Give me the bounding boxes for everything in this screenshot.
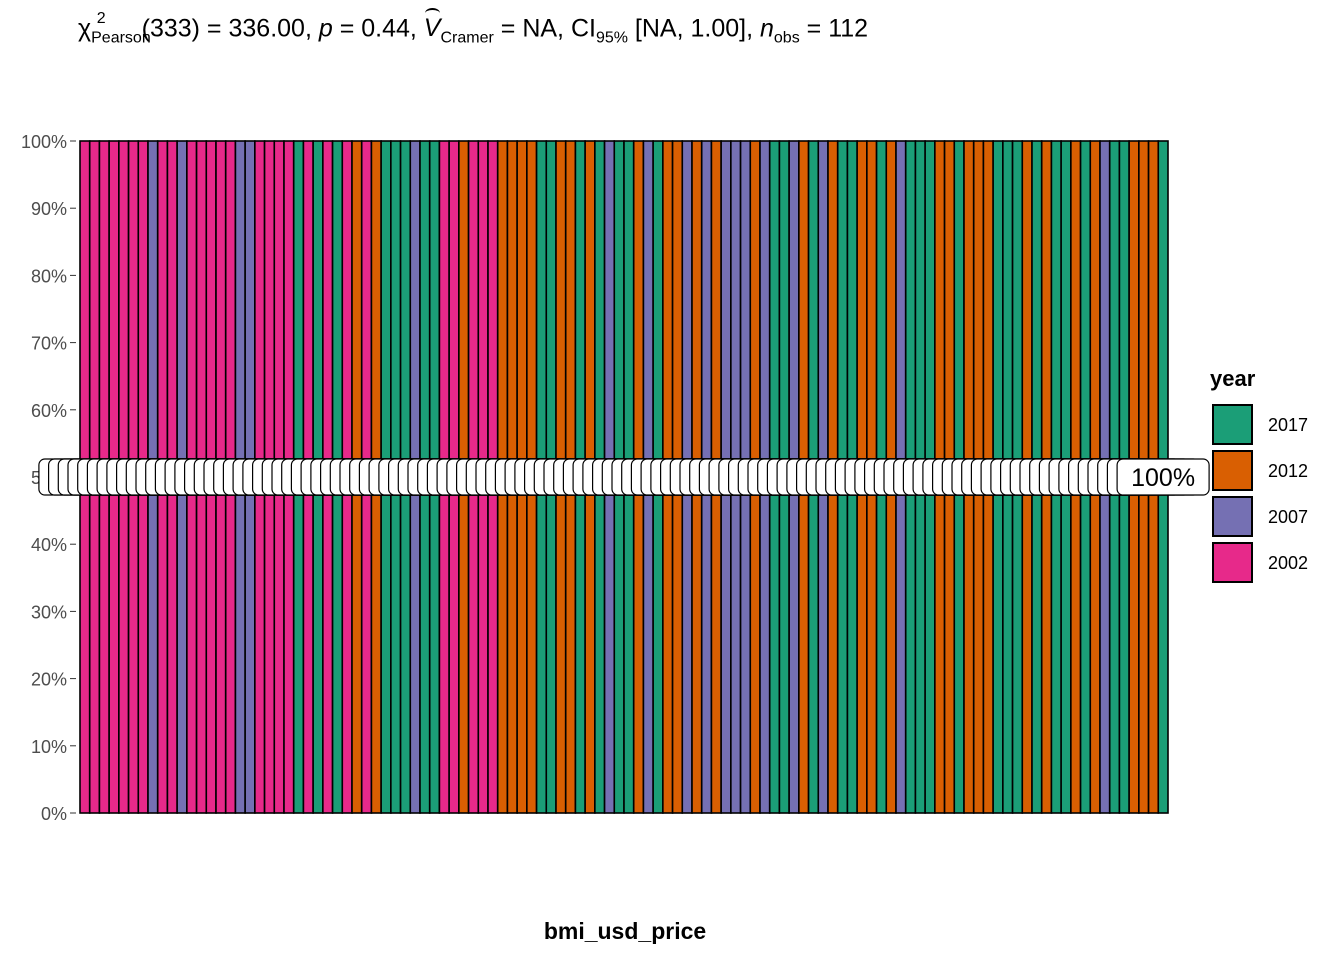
- legend-key-2007: [1212, 496, 1253, 537]
- data-labels: 100%100%100%100%100%100%100%100%100%100%…: [38, 458, 1210, 496]
- y-tick-label: 90%: [31, 199, 67, 219]
- legend-item-2017: 2017: [1210, 404, 1308, 450]
- legend-label-2012: 2012: [1268, 461, 1309, 481]
- y-tick-label: 100%: [21, 132, 67, 152]
- legend-label-2017: 2017: [1268, 415, 1309, 435]
- legend: year 2017 2012 2007 2002: [1210, 366, 1308, 588]
- legend-label-2002: 2002: [1268, 553, 1309, 573]
- chart-subtitle: χPearson2 (333) = 336.00, p = 0.44, VCram…: [78, 8, 869, 47]
- y-tick-label: 0%: [41, 804, 67, 824]
- y-tick-label: 40%: [31, 535, 67, 555]
- y-tick-label: 30%: [31, 602, 67, 622]
- y-tick-label: 10%: [31, 737, 67, 757]
- x-axis-label: bmi_usd_price: [543, 918, 707, 944]
- legend-key-2002: [1212, 542, 1253, 583]
- legend-key-2017: [1212, 404, 1253, 445]
- y-tick-label: 80%: [31, 266, 67, 286]
- legend-item-2007: 2007: [1210, 496, 1308, 542]
- data-label-box: [1116, 458, 1210, 496]
- y-tick-label: 20%: [31, 670, 67, 690]
- legend-title: year: [1210, 366, 1256, 391]
- data-label-text: 100%: [1131, 464, 1195, 492]
- y-tick-label: 70%: [31, 334, 67, 354]
- legend-key-2012: [1212, 450, 1253, 491]
- legend-item-2012: 2012: [1210, 450, 1308, 496]
- data-label: 100%: [1116, 458, 1210, 496]
- legend-label-2007: 2007: [1268, 507, 1309, 527]
- legend-item-2002: 2002: [1210, 542, 1308, 588]
- y-tick-label: 60%: [31, 401, 67, 421]
- y-axis: 0%10%20%30%40%50%60%70%80%90%100%: [21, 132, 76, 824]
